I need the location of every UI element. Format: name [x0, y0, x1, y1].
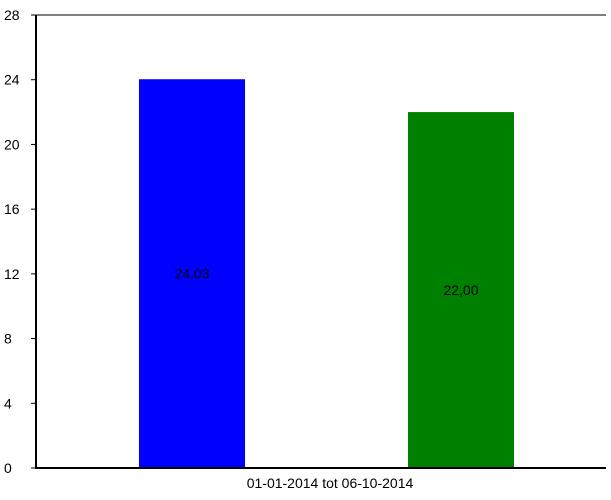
y-tick-label: 0: [4, 460, 12, 476]
bar-value-label-1: 24,03: [174, 266, 209, 282]
bars: [139, 79, 514, 469]
bar-value-label-2: 22,00: [443, 282, 478, 298]
y-axis: 0 4 8 12 16 20 24 28: [4, 7, 36, 476]
x-axis: 01-01-2014 tot 06-10-2014: [247, 475, 414, 491]
axes-lines: [35, 14, 606, 469]
bar-2: [408, 112, 514, 469]
y-tick-label: 28: [4, 7, 20, 23]
y-tick-label: 20: [4, 136, 20, 152]
y-tick-label: 4: [4, 395, 12, 411]
y-tick-label: 8: [4, 331, 12, 347]
bar-value-labels: 24,03 22,00: [174, 266, 478, 298]
y-tick-label: 24: [4, 72, 20, 88]
bar-1: [139, 79, 245, 468]
y-tick-label: 16: [4, 201, 20, 217]
y-tick-label: 12: [4, 266, 20, 282]
x-category-label: 01-01-2014 tot 06-10-2014: [247, 475, 414, 491]
